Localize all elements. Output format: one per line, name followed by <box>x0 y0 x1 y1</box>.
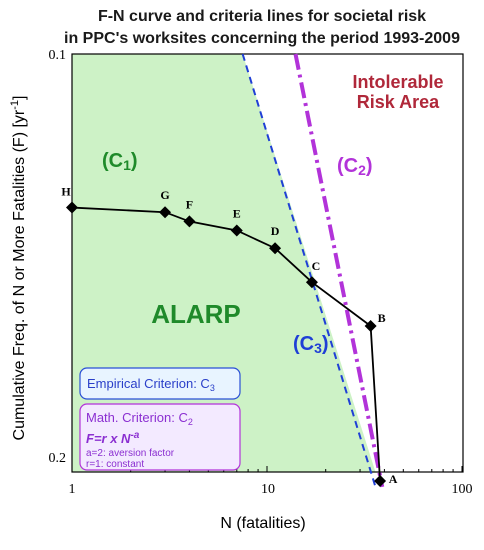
c2-label-end: ) <box>366 155 373 177</box>
fn-point-c <box>305 276 318 289</box>
fn-point-label-c: C <box>312 259 321 273</box>
fn-point-label-b: B <box>378 311 386 325</box>
fn-point-label-d: D <box>271 224 280 238</box>
fn-curve-points: H G F E D C B A <box>61 185 398 487</box>
fn-point-label-a: A <box>389 472 398 486</box>
x-tick-10: 10 <box>261 482 275 497</box>
fn-point-f <box>183 215 196 228</box>
c3-label-sub: 3 <box>314 340 322 356</box>
y-tick-0-1: 0.1 <box>49 48 67 63</box>
chart-title-line-2: in PPC's worksites concerning the period… <box>64 30 460 47</box>
fn-point-label-e: E <box>233 206 241 220</box>
fn-point-h <box>66 201 78 214</box>
c2-label: (C2) <box>337 155 373 178</box>
c3-label-main: (C <box>293 333 314 355</box>
fn-point-a <box>374 474 387 487</box>
y-axis-label-main: Cumulative Freq. of N or More Fatalities… <box>11 109 28 440</box>
y-tick-0-2: 0.2 <box>49 451 67 466</box>
math-formula: F=r x N-a <box>86 430 140 446</box>
alarp-label: ALARP <box>151 299 241 329</box>
fn-point-label-h: H <box>61 185 71 199</box>
c2-label-main: (C <box>337 155 358 177</box>
math-criterion-sub: 2 <box>188 417 193 427</box>
fn-point-label-f: F <box>186 197 193 211</box>
c2-criterion-line <box>293 53 385 488</box>
x-axis-label: N (fatalities) <box>220 515 305 532</box>
fn-point-g <box>159 206 172 219</box>
c3-label-end: ) <box>322 333 329 355</box>
intolerable-label-line-1: Intolerable <box>352 72 443 92</box>
c3-criterion-line <box>241 53 377 488</box>
empirical-criterion-text: Empirical Criterion: C3 <box>87 376 215 393</box>
math-formula-exponent: -a <box>130 430 139 441</box>
fn-point-b <box>364 320 377 333</box>
math-note-aversion: a=2: aversion factor <box>86 448 175 459</box>
c3-label: (C3) <box>293 333 329 356</box>
fn-point-label-g: G <box>160 188 169 202</box>
intolerable-label-line-2: Risk Area <box>357 92 440 112</box>
c1-label-sub: 1 <box>123 157 131 173</box>
math-criterion-main: Math. Criterion: C <box>86 410 188 425</box>
c1-label-end: ) <box>131 150 138 172</box>
math-criterion-box <box>79 403 241 471</box>
fn-point-e <box>230 224 243 237</box>
chart-title-line-1: F-N curve and criteria lines for societa… <box>98 8 426 25</box>
empirical-criterion-sub: 3 <box>210 383 215 393</box>
c2-label-sub: 2 <box>358 162 366 178</box>
c1-label: (C1) <box>102 150 138 173</box>
empirical-criterion-main: Empirical Criterion: C <box>87 376 210 391</box>
math-note-constant: r=1: constant <box>86 459 144 470</box>
math-formula-main: F=r x N <box>86 431 131 446</box>
x-tick-100: 100 <box>452 482 473 497</box>
x-tick-1: 1 <box>69 482 76 497</box>
c1-label-main: (C <box>102 150 123 172</box>
y-axis-label: Cumulative Freq. of N or More Fatalities… <box>9 96 28 441</box>
fn-point-d <box>269 242 282 255</box>
empirical-criterion-box <box>79 367 241 400</box>
math-criterion-text: Math. Criterion: C2 <box>86 410 193 427</box>
y-axis-label-exponent: -1 <box>9 100 21 110</box>
y-axis-label-end: ] <box>11 96 28 100</box>
